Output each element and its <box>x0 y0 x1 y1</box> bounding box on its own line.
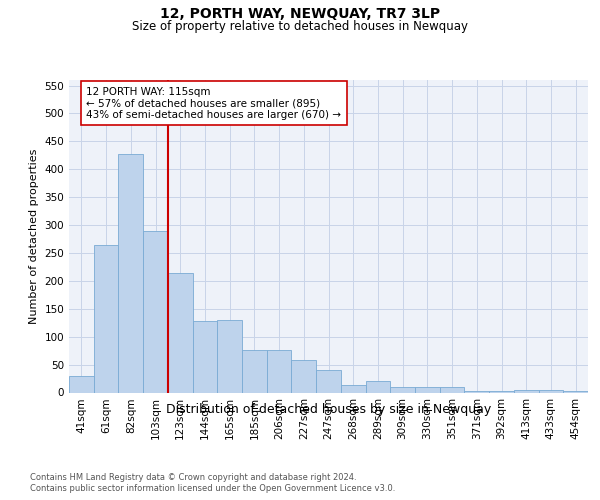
Bar <box>563 391 588 392</box>
Text: Contains HM Land Registry data © Crown copyright and database right 2024.: Contains HM Land Registry data © Crown c… <box>30 472 356 482</box>
Text: Size of property relative to detached houses in Newquay: Size of property relative to detached ho… <box>132 20 468 33</box>
Bar <box>118 154 143 392</box>
Bar <box>341 384 365 392</box>
Y-axis label: Number of detached properties: Number of detached properties <box>29 148 39 324</box>
Bar <box>193 321 217 392</box>
Text: 12, PORTH WAY, NEWQUAY, TR7 3LP: 12, PORTH WAY, NEWQUAY, TR7 3LP <box>160 8 440 22</box>
Bar <box>69 376 94 392</box>
Text: Distribution of detached houses by size in Newquay: Distribution of detached houses by size … <box>166 402 491 415</box>
Bar <box>168 272 193 392</box>
Bar <box>267 350 292 393</box>
Bar <box>242 350 267 393</box>
Bar <box>143 230 168 392</box>
Bar <box>539 390 563 392</box>
Text: Contains public sector information licensed under the Open Government Licence v3: Contains public sector information licen… <box>30 484 395 493</box>
Bar <box>316 370 341 392</box>
Bar <box>292 360 316 392</box>
Bar <box>217 320 242 392</box>
Bar <box>415 387 440 392</box>
Bar <box>94 244 118 392</box>
Bar <box>440 387 464 392</box>
Bar <box>365 382 390 392</box>
Text: 12 PORTH WAY: 115sqm
← 57% of detached houses are smaller (895)
43% of semi-deta: 12 PORTH WAY: 115sqm ← 57% of detached h… <box>86 86 341 120</box>
Bar <box>390 387 415 392</box>
Bar <box>514 390 539 392</box>
